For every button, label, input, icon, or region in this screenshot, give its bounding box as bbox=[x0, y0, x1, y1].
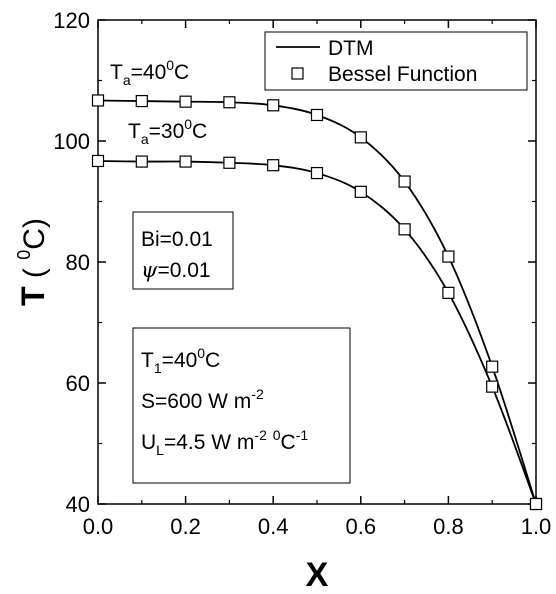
conditions-ul: UL=4.5 W m-2 0C-1 bbox=[141, 427, 308, 458]
x-tick-label: 0.2 bbox=[170, 514, 201, 539]
series-markers bbox=[91, 94, 543, 511]
x-tick-label: 0.0 bbox=[83, 514, 114, 539]
data-point-bessel bbox=[223, 96, 236, 109]
data-point-bessel bbox=[267, 99, 280, 112]
conditions-s: S=600 W m-2 bbox=[141, 386, 264, 413]
y-axis-title-unit: C bbox=[18, 228, 51, 250]
params-psi: ψ=0.01 bbox=[141, 258, 211, 282]
conditions-box-frame bbox=[132, 327, 351, 484]
y-axis-title-sup: 0 bbox=[14, 250, 34, 260]
legend: DTM Bessel Function bbox=[264, 31, 528, 91]
x-tick-label: 0.6 bbox=[346, 514, 377, 539]
data-point-bessel bbox=[179, 155, 192, 168]
data-point-bessel bbox=[135, 94, 148, 108]
data-point-bessel bbox=[310, 108, 324, 122]
data-point-bessel bbox=[91, 94, 105, 107]
x-tick-label: 1.0 bbox=[521, 514, 552, 539]
data-point-bessel bbox=[442, 250, 455, 263]
y-tick-label: 80 bbox=[66, 250, 90, 275]
y-tick-label: 100 bbox=[53, 129, 90, 154]
data-point-bessel bbox=[398, 175, 411, 188]
data-point-bessel bbox=[223, 156, 236, 169]
data-point-bessel bbox=[442, 286, 455, 299]
data-point-bessel bbox=[267, 159, 280, 172]
x-tick-label: 0.4 bbox=[258, 514, 289, 539]
conditions-box: T1=400C S=600 W m-2 UL=4.5 W m-2 0C-1 bbox=[132, 327, 351, 484]
params-box-frame bbox=[132, 211, 234, 290]
data-point-bessel bbox=[398, 223, 411, 236]
legend-dtm-label: DTM bbox=[328, 37, 374, 60]
svg-text:T ( 0C): T ( 0C) bbox=[14, 218, 51, 306]
data-point-bessel bbox=[354, 185, 367, 198]
legend-bessel-marker-sample bbox=[291, 67, 304, 80]
data-point-bessel bbox=[310, 166, 324, 180]
data-point-bessel bbox=[179, 95, 192, 108]
x-axis-title: X bbox=[306, 556, 329, 594]
data-point-bessel bbox=[529, 497, 543, 511]
conditions-t1: T1=400C bbox=[141, 345, 220, 376]
x-tick-label: 0.8 bbox=[433, 514, 464, 539]
data-point-bessel bbox=[354, 131, 367, 144]
params-bi: Bi=0.01 bbox=[141, 228, 213, 251]
legend-box bbox=[264, 31, 528, 91]
annotation-ta-30: Ta=300C bbox=[128, 116, 207, 147]
data-point-bessel bbox=[135, 155, 148, 168]
annotation-ta-40: Ta=400C bbox=[110, 57, 189, 88]
legend-bessel-label: Bessel Function bbox=[328, 63, 477, 86]
y-axis-title-main: T bbox=[15, 286, 51, 306]
data-point-bessel bbox=[91, 154, 105, 168]
y-tick-label: 120 bbox=[53, 8, 90, 33]
y-tick-labels: 40 60 80 100 120 bbox=[53, 8, 90, 517]
y-tick-label: 60 bbox=[66, 371, 90, 396]
y-tick-label: 40 bbox=[66, 492, 90, 517]
x-tick-labels: 0.0 0.2 0.4 0.6 0.8 1.0 bbox=[83, 514, 552, 539]
y-axis-title: T ( 0C) bbox=[14, 218, 51, 306]
params-box: Bi=0.01 ψ=0.01 bbox=[132, 211, 234, 290]
data-point-bessel bbox=[486, 360, 499, 373]
data-point-bessel bbox=[486, 380, 499, 393]
